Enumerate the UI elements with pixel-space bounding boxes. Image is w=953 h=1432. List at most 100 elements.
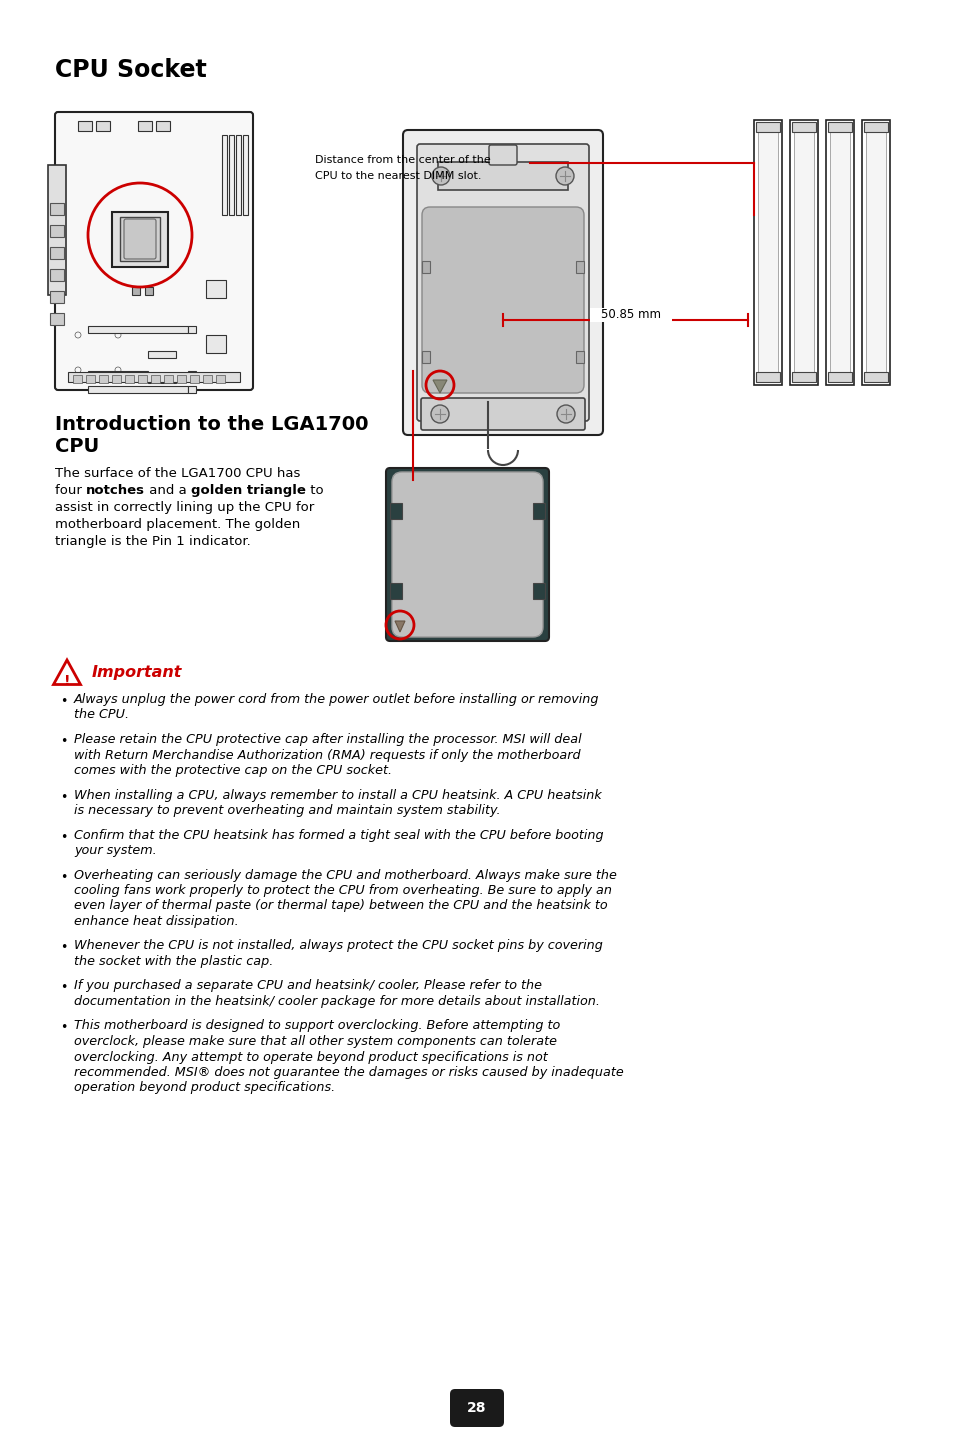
Bar: [215, 375, 225, 382]
Bar: [755, 122, 780, 132]
Bar: [829, 125, 849, 379]
Bar: [190, 375, 199, 382]
Bar: [50, 203, 64, 215]
Bar: [203, 375, 212, 382]
Bar: [753, 120, 781, 385]
Text: •: •: [60, 831, 68, 843]
Bar: [421, 261, 430, 274]
Bar: [533, 503, 544, 518]
Bar: [863, 122, 887, 132]
Bar: [789, 120, 817, 385]
Text: Whenever the CPU is not installed, always protect the CPU socket pins by coverin: Whenever the CPU is not installed, alway…: [74, 939, 602, 952]
Bar: [390, 583, 401, 599]
Bar: [50, 225, 64, 238]
Bar: [177, 375, 186, 382]
Bar: [862, 120, 889, 385]
Text: CPU: CPU: [55, 437, 99, 455]
Bar: [145, 286, 152, 295]
Bar: [793, 125, 813, 379]
Text: and a: and a: [145, 484, 191, 497]
Text: four: four: [55, 484, 86, 497]
Bar: [206, 281, 226, 298]
Text: your system.: your system.: [74, 843, 156, 856]
Bar: [825, 120, 853, 385]
Text: operation beyond product specifications.: operation beyond product specifications.: [74, 1081, 335, 1094]
Text: is necessary to prevent overheating and maintain system stability.: is necessary to prevent overheating and …: [74, 803, 500, 818]
Bar: [421, 351, 430, 362]
Text: Distance from the center of the: Distance from the center of the: [314, 155, 490, 165]
Bar: [88, 387, 188, 392]
Bar: [533, 583, 544, 599]
Bar: [188, 326, 195, 334]
Text: notches: notches: [86, 484, 145, 497]
Bar: [164, 375, 172, 382]
Text: golden triangle: golden triangle: [191, 484, 306, 497]
Bar: [48, 165, 66, 295]
FancyBboxPatch shape: [386, 468, 548, 642]
FancyBboxPatch shape: [416, 145, 588, 421]
Bar: [758, 125, 778, 379]
Bar: [138, 120, 152, 130]
Text: Important: Important: [91, 664, 182, 680]
Bar: [148, 377, 175, 382]
Bar: [243, 135, 248, 215]
Text: •: •: [60, 790, 68, 803]
Bar: [229, 135, 233, 215]
Circle shape: [432, 168, 450, 185]
Bar: [125, 375, 133, 382]
FancyBboxPatch shape: [489, 145, 517, 165]
Text: triangle is the Pin 1 indicator.: triangle is the Pin 1 indicator.: [55, 536, 251, 548]
Bar: [437, 162, 567, 190]
Bar: [151, 375, 160, 382]
Bar: [99, 375, 108, 382]
Bar: [148, 351, 175, 358]
Bar: [96, 120, 110, 130]
Text: with Return Merchandise Authorization (RMA) requests if only the motherboard: with Return Merchandise Authorization (R…: [74, 749, 580, 762]
Bar: [827, 372, 851, 382]
Bar: [132, 286, 140, 295]
Text: to: to: [306, 484, 323, 497]
Bar: [112, 375, 121, 382]
Circle shape: [557, 405, 575, 422]
Bar: [50, 314, 64, 325]
Bar: [112, 212, 168, 266]
Bar: [827, 122, 851, 132]
Text: Confirm that the CPU heatsink has formed a tight seal with the CPU before bootin: Confirm that the CPU heatsink has formed…: [74, 829, 603, 842]
Bar: [206, 335, 226, 354]
Bar: [78, 120, 91, 130]
Text: Overheating can seriously damage the CPU and motherboard. Always make sure the: Overheating can seriously damage the CPU…: [74, 868, 617, 882]
Text: documentation in the heatsink/ cooler package for more details about installatio: documentation in the heatsink/ cooler pa…: [74, 995, 599, 1008]
Bar: [50, 291, 64, 304]
Text: cooling fans work properly to protect the CPU from overheating. Be sure to apply: cooling fans work properly to protect th…: [74, 884, 612, 896]
Text: 50.85 mm: 50.85 mm: [600, 308, 660, 322]
Text: !: !: [64, 674, 71, 687]
Bar: [50, 269, 64, 281]
Bar: [791, 372, 815, 382]
Text: even layer of thermal paste (or thermal tape) between the CPU and the heatsink t: even layer of thermal paste (or thermal …: [74, 899, 607, 912]
Bar: [576, 261, 583, 274]
Text: Always unplug the power cord from the power outlet before installing or removing: Always unplug the power cord from the po…: [74, 693, 598, 706]
Text: CPU to the nearest DIMM slot.: CPU to the nearest DIMM slot.: [314, 170, 481, 180]
Bar: [138, 375, 147, 382]
Text: •: •: [60, 1021, 68, 1034]
Text: comes with the protective cap on the CPU socket.: comes with the protective cap on the CPU…: [74, 765, 392, 778]
Bar: [88, 371, 148, 378]
Text: The surface of the LGA1700 CPU has: The surface of the LGA1700 CPU has: [55, 467, 300, 480]
Text: This motherboard is designed to support overclocking. Before attempting to: This motherboard is designed to support …: [74, 1020, 559, 1032]
Bar: [863, 372, 887, 382]
Text: CPU Socket: CPU Socket: [55, 59, 207, 82]
Bar: [188, 371, 195, 378]
Bar: [865, 125, 885, 379]
Text: •: •: [60, 871, 68, 884]
Bar: [73, 375, 82, 382]
Bar: [589, 308, 671, 322]
Bar: [576, 351, 583, 362]
Text: overclock, please make sure that all other system components can tolerate: overclock, please make sure that all oth…: [74, 1035, 557, 1048]
Polygon shape: [433, 379, 447, 392]
Bar: [68, 372, 240, 382]
Bar: [88, 326, 188, 334]
Circle shape: [431, 405, 449, 422]
Text: recommended. MSI® does not guarantee the damages or risks caused by inadequate: recommended. MSI® does not guarantee the…: [74, 1065, 623, 1078]
Text: the CPU.: the CPU.: [74, 709, 129, 722]
FancyBboxPatch shape: [55, 112, 253, 390]
